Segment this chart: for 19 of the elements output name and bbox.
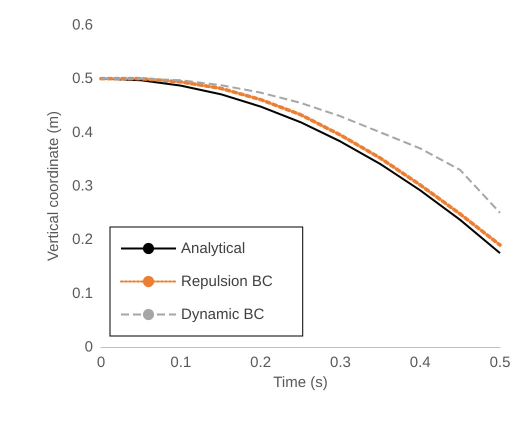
legend-label: Dynamic BC <box>181 306 265 323</box>
y-tick-label: 0.5 <box>72 70 93 88</box>
y-tick-label: 0.3 <box>72 178 93 194</box>
y-tick-label: 0.6 <box>72 16 93 34</box>
x-tick-label: 0.5 <box>490 354 510 371</box>
y-tick-label: 0.1 <box>72 284 93 302</box>
x-tick-label: 0.2 <box>250 354 272 371</box>
y-tick-label: 0.2 <box>72 231 93 248</box>
line-series <box>100 78 501 214</box>
x-tick-label: 0 <box>96 354 106 371</box>
legend-label: Analytical <box>181 240 246 257</box>
legend-label: Repulsion BC <box>181 273 273 290</box>
x-tick-label: 0.3 <box>330 354 351 371</box>
x-axis-title: Time (s) <box>273 374 328 391</box>
y-tick-label: 0 <box>84 338 93 356</box>
y-axis-title: Vertical coordinate (m) <box>45 110 62 262</box>
x-tick-label: 0.1 <box>170 354 192 371</box>
x-tick-label: 0.4 <box>410 354 431 371</box>
y-tick-label: 0.4 <box>72 124 93 141</box>
